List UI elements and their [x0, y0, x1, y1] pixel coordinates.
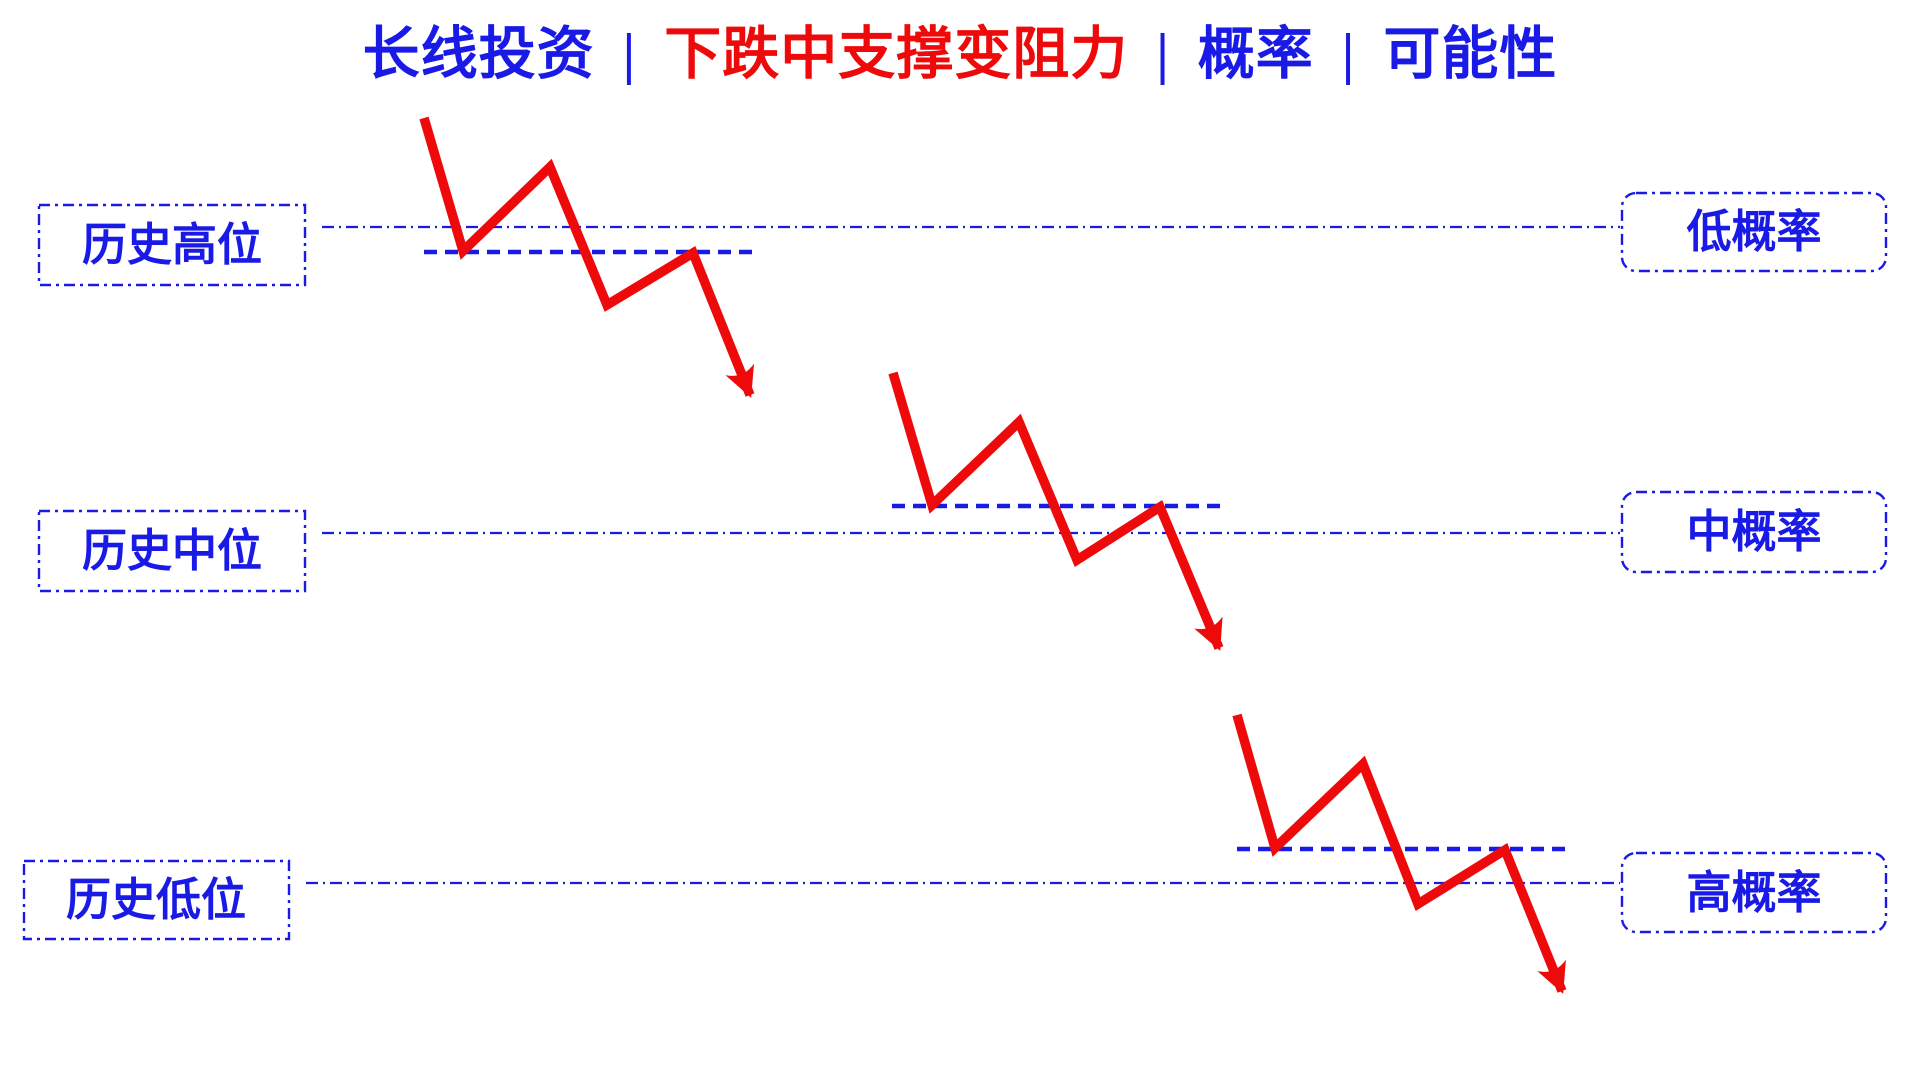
- label-historical-high: 历史高位: [82, 220, 262, 270]
- page-title: 长线投资 | 下跌中支撑变阻力 | 概率 | 可能性: [0, 23, 1920, 87]
- zigzag-arrow-2: [888, 371, 1224, 651]
- box-high-probability: [1620, 851, 1888, 934]
- level-lines: [306, 225, 1620, 885]
- box-historical-low: [22, 859, 291, 941]
- box-historical-middle: [37, 509, 307, 593]
- probability-boxes: 低概率 中概率 高概率: [1620, 191, 1888, 934]
- label-historical-low: 历史低位: [66, 875, 246, 925]
- label-low-probability: 低概率: [1686, 207, 1821, 257]
- title-segment-support-becomes-resistance: 下跌中支撑变阻力: [664, 23, 1129, 86]
- label-historical-middle: 历史中位: [82, 526, 262, 576]
- title-segment-probability: 概率: [1197, 23, 1314, 86]
- title-separator: |: [1341, 23, 1356, 86]
- label-high-probability: 高概率: [1686, 868, 1821, 918]
- box-medium-probability: [1620, 490, 1888, 574]
- zigzag-arrow-3: [1232, 713, 1567, 994]
- price-level-boxes: 历史高位 历史中位 历史低位: [22, 203, 307, 941]
- title-separator: |: [1156, 23, 1170, 86]
- box-low-probability: [1620, 191, 1888, 273]
- title-separator: |: [622, 23, 637, 86]
- price-zigzag-arrows: [419, 116, 1567, 994]
- title-segment-possibility: 可能性: [1383, 23, 1558, 86]
- zigzag-arrow-1: [419, 116, 755, 398]
- label-medium-probability: 中概率: [1686, 507, 1821, 557]
- box-historical-high: [37, 203, 307, 287]
- support-resistance-lines: [424, 249, 1565, 852]
- title-segment-long-term-investment: 长线投资: [362, 23, 595, 86]
